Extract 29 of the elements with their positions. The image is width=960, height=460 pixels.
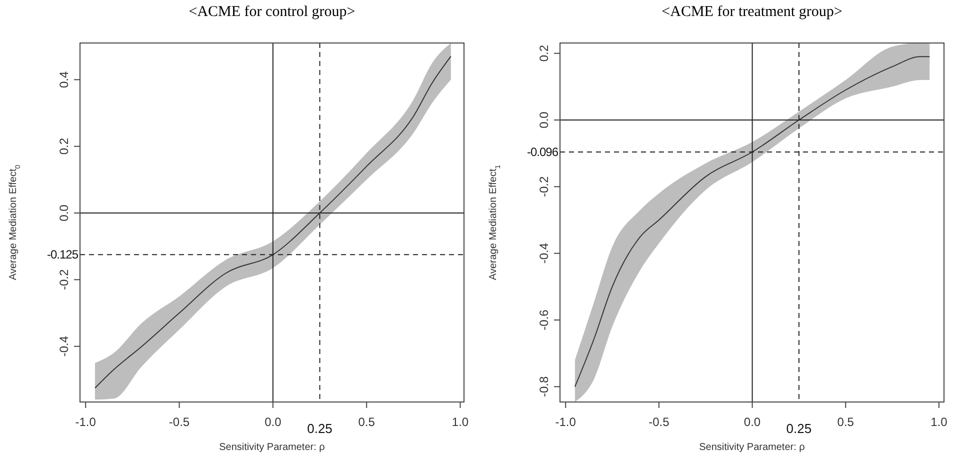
- y-tick-label: -0.2: [57, 269, 71, 290]
- x-tick-label: -0.5: [648, 415, 670, 429]
- x-axis-title: Sensitivity Parameter: ρ: [219, 442, 326, 453]
- y-tick-label: -0.8: [537, 376, 551, 398]
- y-tick-label: 0.0: [537, 111, 551, 128]
- x-axis-title: Sensitivity Parameter: ρ: [699, 442, 806, 453]
- x-tick-label: 0.0: [264, 415, 282, 429]
- ref-line-label: 0.25: [307, 421, 332, 436]
- x-tick-label: 1.0: [930, 415, 948, 429]
- y-tick-label: -0.2: [537, 176, 551, 198]
- ref-line-label: -0.125: [46, 248, 79, 262]
- x-tick-label: 0.0: [744, 415, 761, 429]
- y-tick-label: 0.4: [57, 71, 71, 88]
- y-tick-label: 0.0: [57, 204, 71, 222]
- x-tick-label: 0.5: [358, 415, 376, 429]
- y-tick-label: 0.2: [537, 44, 551, 62]
- x-tick-label: 0.5: [837, 415, 854, 429]
- ref-line-label: 0.25: [786, 421, 812, 436]
- chart-title: <ACME for control group>: [188, 4, 356, 20]
- y-tick-label: -0.6: [537, 309, 551, 330]
- x-tick-label: -1.0: [75, 415, 96, 429]
- y-tick-label: -0.4: [537, 242, 551, 264]
- y-tick-label: 0.2: [57, 138, 71, 155]
- x-tick-label: -0.5: [168, 415, 190, 429]
- chart-title: <ACME for treatment group>: [662, 4, 842, 20]
- ref-line-label: -0.096: [526, 145, 559, 159]
- x-tick-label: 1.0: [452, 415, 469, 429]
- x-tick-label: -1.0: [555, 415, 576, 429]
- y-tick-label: -0.4: [57, 336, 71, 357]
